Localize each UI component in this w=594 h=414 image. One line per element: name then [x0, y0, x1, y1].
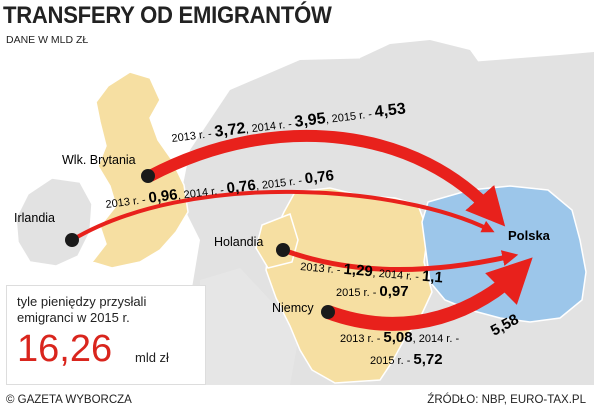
- arrow-irlandia: [70, 189, 495, 242]
- origin-label-holandia: Holandia: [214, 235, 263, 249]
- credit-label: © GAZETA WYBORCZA: [6, 394, 132, 406]
- total-value: 16,26: [17, 328, 113, 370]
- pin-niemcy: [321, 305, 335, 319]
- total-unit: mld zł: [135, 350, 169, 365]
- total-caption: tyle pieniędzy przysłali emigranci w 201…: [17, 294, 147, 325]
- flow-values-wlk-brytania: 2013 r. - 3,72, 2014 r. - 3,95, 2015 r. …: [170, 100, 406, 146]
- pin-irlandia: [65, 233, 79, 247]
- flow-values-holandia-2015: 2015 r. - 0,97: [336, 283, 409, 300]
- arrow-holandia: [282, 247, 519, 272]
- flow-values-niemcy-2015: 2015 r. - 5,72: [370, 351, 443, 368]
- flow-values-holandia-2013-2014: 2013 r. - 1,29, 2014 r. - 1,1: [300, 257, 444, 286]
- scandinavia-land: [360, 40, 490, 160]
- origin-label-irlandia: Irlandia: [14, 211, 55, 225]
- chart-subtitle: DANE W MLD ZŁ: [6, 34, 89, 46]
- germany-region: [265, 187, 433, 384]
- destination-label-polska: Polska: [508, 228, 551, 243]
- arrow-niemcy: [325, 257, 533, 331]
- flow-values-niemcy-2013-2014: 2013 r. - 5,08, 2014 r. -: [340, 329, 459, 346]
- arrow-wlk-brytania: [147, 129, 506, 227]
- chart-title: TRANSFERY OD EMIGRANTÓW: [3, 2, 332, 29]
- flow-values-irlandia: 2013 r. - 0,96, 2014 r. - 0,76, 2015 r. …: [104, 167, 334, 212]
- origin-label-wlk-brytania: Wlk. Brytania: [62, 153, 136, 167]
- total-summary-box: tyle pieniędzy przysłali emigranci w 201…: [6, 285, 206, 385]
- pin-holandia: [276, 243, 290, 257]
- pin-wlk-brytania: [141, 169, 155, 183]
- source-label: ŹRÓDŁO: NBP, EURO-TAX.PL: [427, 394, 586, 406]
- origin-label-niemcy: Niemcy: [272, 301, 314, 315]
- france-land: [200, 268, 300, 385]
